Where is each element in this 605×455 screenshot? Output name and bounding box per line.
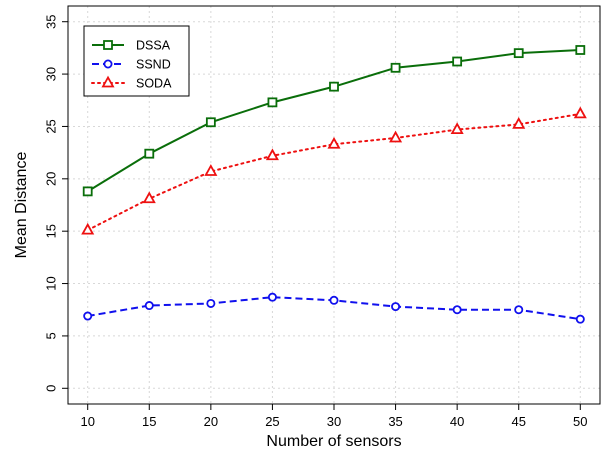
y-tick-label: 25 bbox=[43, 119, 58, 133]
y-tick-label: 5 bbox=[43, 332, 58, 339]
x-tick-label: 50 bbox=[573, 414, 587, 429]
y-axis: 0 5 10 15 20 25 30 35 bbox=[43, 14, 68, 392]
x-tick-label: 45 bbox=[511, 414, 525, 429]
data-point-ssnd bbox=[514, 305, 524, 315]
data-point-soda bbox=[81, 222, 95, 235]
data-point-soda bbox=[327, 136, 341, 149]
data-point-dssa bbox=[267, 97, 278, 108]
legend-label-soda: SODA bbox=[136, 77, 172, 91]
data-point-ssnd bbox=[206, 298, 216, 308]
y-tick-label: 0 bbox=[43, 385, 58, 392]
data-point-dssa bbox=[144, 148, 155, 159]
y-tick-label: 15 bbox=[43, 224, 58, 238]
legend: DSSA SSND SODA bbox=[83, 25, 190, 97]
y-tick-label: 30 bbox=[43, 67, 58, 81]
data-point-ssnd bbox=[452, 305, 462, 315]
grid bbox=[68, 6, 600, 404]
series-soda bbox=[81, 106, 587, 235]
y-tick-label: 35 bbox=[43, 14, 58, 28]
legend-box bbox=[83, 25, 190, 97]
data-point-soda bbox=[573, 106, 587, 119]
x-axis-title: Number of sensors bbox=[266, 433, 401, 450]
series-dssa bbox=[82, 45, 586, 197]
data-point-dssa bbox=[390, 62, 401, 73]
data-point-ssnd bbox=[267, 292, 277, 302]
data-point-ssnd bbox=[391, 302, 401, 312]
data-point-ssnd bbox=[83, 311, 93, 321]
legend-marker-soda bbox=[101, 75, 115, 88]
legend-label-dssa: DSSA bbox=[136, 39, 171, 53]
data-point-ssnd bbox=[329, 295, 339, 305]
y-tick-label: 10 bbox=[43, 276, 58, 290]
series-ssnd bbox=[83, 292, 585, 324]
y-axis-title: Mean Distance bbox=[13, 152, 30, 259]
data-point-soda bbox=[389, 130, 403, 143]
data-point-dssa bbox=[205, 117, 216, 128]
x-tick-label: 40 bbox=[450, 414, 464, 429]
data-point-dssa bbox=[452, 56, 463, 67]
x-tick-label: 35 bbox=[388, 414, 402, 429]
data-point-soda bbox=[512, 116, 526, 129]
data-point-dssa bbox=[513, 48, 524, 59]
series-group bbox=[81, 45, 587, 324]
legend-marker-dssa bbox=[103, 40, 113, 50]
x-tick-label: 25 bbox=[265, 414, 279, 429]
data-point-dssa bbox=[82, 186, 93, 197]
x-tick-label: 10 bbox=[80, 414, 94, 429]
legend-marker-ssnd bbox=[103, 59, 113, 69]
data-point-soda bbox=[450, 122, 464, 134]
data-point-soda bbox=[204, 164, 218, 176]
x-axis: 10 15 20 25 30 35 40 45 50 bbox=[80, 404, 588, 429]
data-point-ssnd bbox=[144, 301, 154, 311]
x-tick-label: 20 bbox=[204, 414, 218, 429]
x-tick-label: 30 bbox=[327, 414, 341, 429]
data-point-ssnd bbox=[575, 314, 585, 324]
data-point-dssa bbox=[575, 45, 586, 55]
series-line-soda bbox=[86, 112, 582, 232]
y-tick-label: 20 bbox=[43, 172, 58, 186]
data-point-soda bbox=[265, 148, 279, 161]
legend-label-ssnd: SSND bbox=[136, 58, 171, 72]
data-point-soda bbox=[142, 191, 156, 204]
x-tick-label: 15 bbox=[142, 414, 156, 429]
data-point-dssa bbox=[329, 81, 339, 92]
